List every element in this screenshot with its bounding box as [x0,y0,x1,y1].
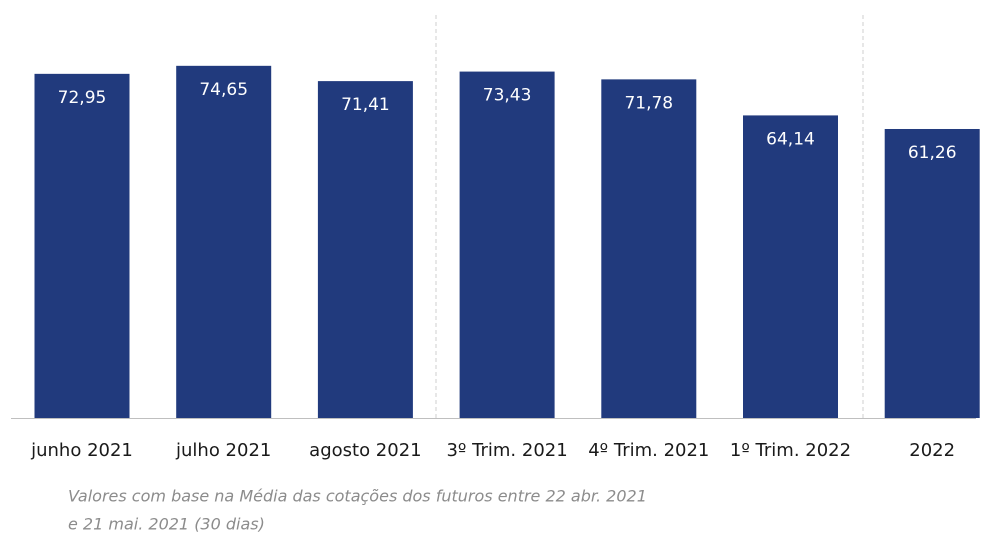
value-label: 71,78 [624,93,673,113]
x-tick-label: junho 2021 [30,440,133,461]
bar [743,115,838,418]
x-tick-label: 1º Trim. 2022 [730,440,851,461]
value-label: 73,43 [483,86,532,106]
x-tick-label: agosto 2021 [309,440,421,461]
x-tick-label: julho 2021 [175,440,271,461]
value-label: 61,26 [908,143,957,163]
bar [601,79,697,418]
x-tick-label: 4º Trim. 2021 [588,440,709,461]
bar [459,71,555,418]
bar [884,128,980,418]
value-label: 74,65 [199,80,248,100]
value-label: 72,95 [58,88,107,108]
note: Valores com base na Média das cotações d… [68,487,647,506]
value-label: 64,14 [766,129,815,149]
bar [317,81,413,418]
x-tick-label: 2022 [909,440,955,461]
bar [176,65,272,419]
bar [34,73,130,418]
value-label: 71,41 [341,95,390,115]
x-tick-label: 3º Trim. 2021 [446,440,567,461]
note: e 21 mai. 2021 (30 dias) [68,515,265,534]
